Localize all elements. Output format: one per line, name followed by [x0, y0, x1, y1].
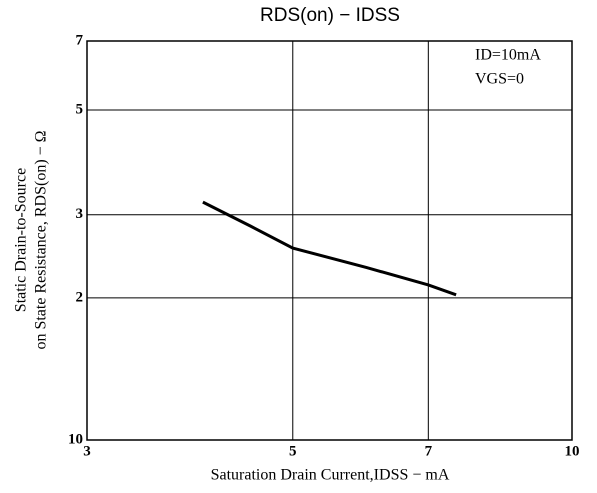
data-line [202, 200, 457, 297]
x-axis-label: Saturation Drain Current,IDSS − mA [211, 467, 450, 484]
y-tick-label: 3 [76, 206, 84, 222]
annotation: VGS=0 [475, 71, 524, 88]
y-tick-label: 7 [76, 32, 84, 48]
annotation: ID=10mA [475, 47, 541, 64]
x-tick-label: 7 [425, 443, 433, 459]
y-axis-label: Static Drain-to-Source [13, 168, 30, 312]
x-tick-label: 10 [565, 443, 580, 459]
x-tick-label: 5 [289, 443, 297, 459]
y-tick-label: 10 [68, 431, 83, 447]
y-axis-label: on State Resistance, RDS(on) − Ω [33, 130, 50, 349]
chart-title: RDS(on) − IDSS [260, 5, 400, 26]
y-tick-label: 5 [76, 101, 84, 117]
plot-frame [86, 40, 573, 441]
x-tick-label: 3 [83, 443, 91, 459]
y-tick-label: 2 [76, 289, 84, 305]
